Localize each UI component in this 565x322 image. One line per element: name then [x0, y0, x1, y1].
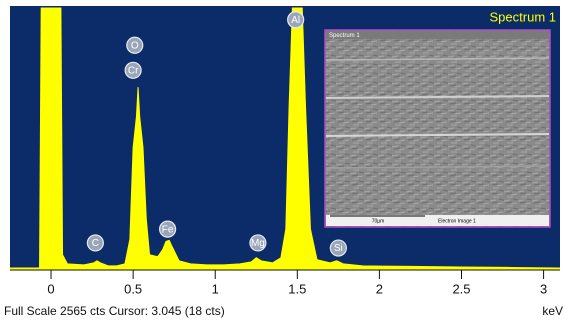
peak-marker: [124, 61, 142, 79]
peak-label: O: [131, 40, 139, 51]
inset-caption: Electron Image 1: [438, 218, 476, 224]
scratch: [325, 57, 550, 61]
x-axis-unit: keV: [542, 304, 563, 318]
scratch: [325, 165, 550, 169]
inset-header: [326, 31, 549, 39]
scale-label: 70µm: [372, 218, 385, 224]
x-tick-label: 1: [212, 281, 219, 296]
peak-marker: [159, 220, 177, 238]
electron-image-inset: Spectrum 1 70µm Electron Image 1: [324, 29, 551, 228]
peak-marker: [86, 234, 104, 252]
peak-label: Al: [291, 15, 300, 26]
peak-marker: [249, 234, 267, 252]
x-tick-label: 1.5: [288, 281, 306, 296]
status-bar: Full Scale 2565 cts Cursor: 3.045 (18 ct…: [4, 304, 225, 318]
peak-marker: [126, 36, 144, 54]
plot-area: [10, 7, 560, 270]
peak-label: C: [92, 238, 99, 249]
peak-label: Si: [334, 243, 343, 254]
inset-title: Spectrum 1: [329, 33, 360, 39]
scratch: [325, 95, 550, 99]
peak-label: Fe: [162, 224, 174, 235]
peak-marker: [329, 239, 347, 257]
peak-label: Cr: [128, 65, 139, 76]
x-tick-label: 0.5: [124, 281, 142, 296]
peak-label: Mg: [251, 238, 265, 249]
x-tick-label: 2: [376, 281, 383, 296]
spectrum-area: [10, 7, 560, 270]
sem-image: [324, 29, 551, 228]
scratch: [325, 133, 550, 137]
spectrum-title: Spectrum 1: [490, 9, 556, 24]
x-tick-label: 2.5: [452, 281, 470, 296]
inset-footer: [326, 215, 549, 226]
peak-marker: [287, 11, 305, 29]
x-tick-label: 3: [540, 281, 547, 296]
x-tick-label: 0: [47, 281, 54, 296]
